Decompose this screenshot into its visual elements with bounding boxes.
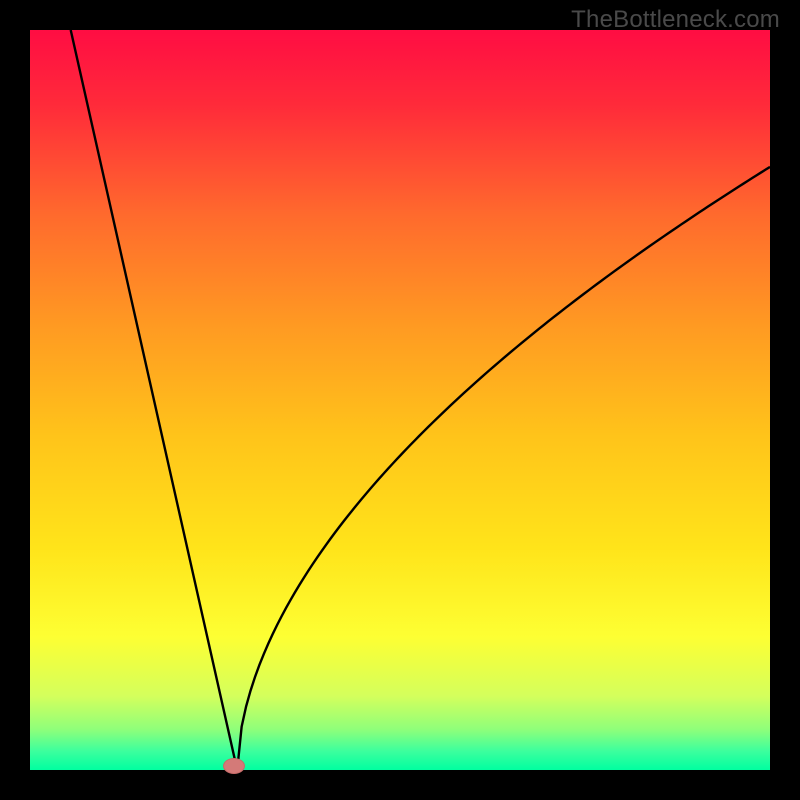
- bottleneck-curve: [30, 30, 770, 770]
- chart-container: TheBottleneck.com: [0, 0, 800, 800]
- watermark-text: TheBottleneck.com: [571, 6, 780, 34]
- plot-area: [30, 30, 770, 770]
- optimal-point-marker: [223, 758, 245, 774]
- curve-path: [71, 30, 770, 770]
